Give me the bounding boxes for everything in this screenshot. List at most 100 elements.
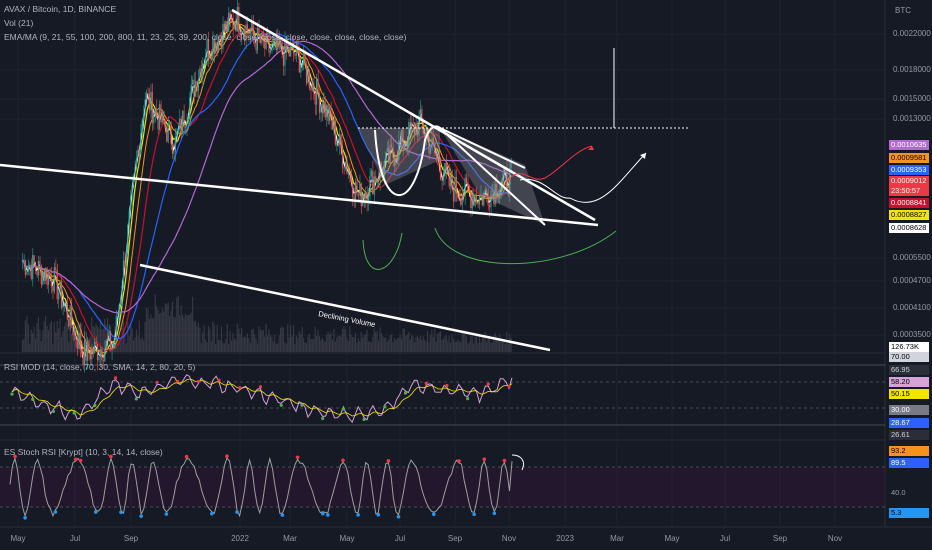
volume-bar <box>405 335 407 352</box>
volume-bar <box>222 342 224 352</box>
volume-bar <box>473 343 475 352</box>
candle-body <box>112 343 114 346</box>
time-axis-label: Sep <box>772 534 788 543</box>
rsi-legend[interactable]: RSI MOD (14, close, 70, 30, SMA, 14, 2, … <box>4 362 196 372</box>
volume-bar <box>483 336 485 352</box>
volume-bar <box>212 321 214 352</box>
candle-body <box>424 134 426 138</box>
candle-body <box>118 304 120 317</box>
candle-body <box>255 39 257 51</box>
candle-body <box>432 137 434 144</box>
volume-bar <box>233 338 236 352</box>
volume-bar <box>393 337 395 352</box>
volume-bar <box>49 323 51 352</box>
candle-body <box>376 178 378 183</box>
volume-bar <box>145 307 148 352</box>
candle-body <box>412 122 414 123</box>
candle-body <box>50 275 52 287</box>
candle-body <box>242 30 244 33</box>
red-arrow-head <box>588 146 594 150</box>
candle-body <box>480 194 482 197</box>
volume-bar <box>147 309 149 352</box>
stoch-legend[interactable]: ES Stoch RSI [Krypt] (10, 3, 14, 14, clo… <box>4 447 163 457</box>
price-tick-label: 0.0022000 <box>893 29 931 38</box>
volume-bar <box>382 336 384 352</box>
candle-body <box>313 82 315 93</box>
candle-body <box>78 332 80 349</box>
volume-bar <box>389 335 391 352</box>
volume-bar <box>255 338 257 352</box>
volume-bar <box>367 341 370 352</box>
candle-body <box>357 194 359 196</box>
volume-bar <box>429 335 432 352</box>
volume-bar <box>81 323 83 352</box>
volume-bar <box>497 337 499 352</box>
volume-bar <box>177 295 179 352</box>
candle-body <box>503 168 505 178</box>
candle-body <box>131 185 133 196</box>
volume-bar <box>470 335 472 352</box>
stoch-oversold-dot <box>280 513 285 517</box>
volume-bar <box>262 329 264 352</box>
volume-bar <box>167 302 169 352</box>
candle-body <box>173 151 175 154</box>
candle-body <box>76 339 78 349</box>
trendline-volume <box>139 263 551 352</box>
price-tag: 23:50:57 <box>889 186 929 196</box>
candle-body <box>399 140 401 143</box>
volume-bar <box>53 321 55 352</box>
candle-body <box>53 267 55 292</box>
volume-bar <box>392 341 394 352</box>
green-curve-right <box>434 227 617 265</box>
volume-bar <box>435 341 437 352</box>
volume-bar <box>137 335 139 352</box>
volume-bar <box>153 318 155 352</box>
volume-bar <box>386 341 388 352</box>
candle-body <box>68 319 70 327</box>
candle-body <box>72 324 74 336</box>
rsi-signal-dot <box>72 411 76 415</box>
candle-body <box>45 268 47 281</box>
volume-bar <box>261 330 263 352</box>
volume-bar <box>241 327 243 352</box>
volume-bar <box>307 336 309 352</box>
candle-body <box>256 27 259 51</box>
rsi-signal-dot <box>31 397 35 401</box>
candle-body <box>36 270 38 276</box>
candle-body <box>382 168 384 176</box>
vol-legend[interactable]: Vol (21) <box>4 18 34 28</box>
candle-body <box>225 21 227 32</box>
rsi-signal-dot <box>51 409 56 413</box>
time-axis-label: Sep <box>123 534 139 543</box>
candle-body <box>373 176 375 195</box>
volume-bar <box>310 338 312 352</box>
candle-body <box>500 185 502 191</box>
candle-body <box>63 303 65 305</box>
volume-bar <box>46 326 48 352</box>
candle-body <box>40 265 42 285</box>
volume-bar <box>308 334 310 352</box>
volume-bar <box>424 339 426 352</box>
volume-bar <box>294 343 296 352</box>
volume-bar <box>132 340 135 352</box>
candle-body <box>71 305 73 325</box>
volume-bar <box>365 334 367 352</box>
volume-bar <box>408 331 410 352</box>
candle-body <box>230 17 233 19</box>
candle-body <box>138 149 140 155</box>
volume-bar <box>406 334 408 352</box>
candle-body <box>274 38 276 43</box>
candle-body <box>463 195 465 197</box>
rsi-signal-dot <box>507 384 511 389</box>
volume-bar <box>282 327 285 352</box>
ema-legend[interactable]: EMA/MA (9, 21, 55, 100, 200, 800, 11, 23… <box>4 32 407 42</box>
volume-bar <box>134 337 136 352</box>
candle-body <box>290 45 292 57</box>
volume-bar <box>235 339 237 352</box>
volume-bar <box>39 329 41 352</box>
candle-body <box>316 78 318 105</box>
volume-bar <box>490 342 492 352</box>
stoch-overbought-dot <box>184 454 189 459</box>
candle-body <box>473 195 475 206</box>
